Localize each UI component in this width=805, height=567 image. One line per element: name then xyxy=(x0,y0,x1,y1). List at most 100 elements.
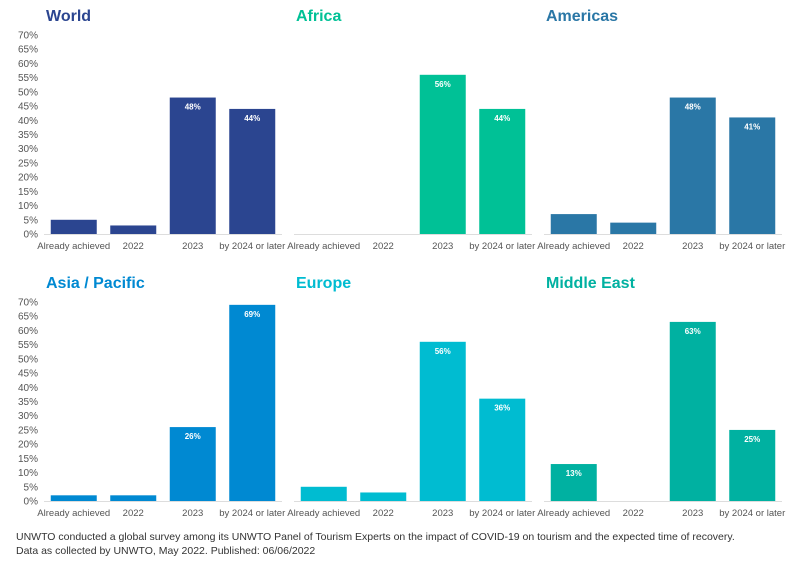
category-label: Already achieved xyxy=(287,241,360,252)
footnote-survey: UNWTO conducted a global survey among it… xyxy=(16,531,735,543)
y-tick-label: 45% xyxy=(18,102,38,113)
y-tick-label: 0% xyxy=(24,230,39,241)
footnote-source: Data as collected by UNWTO, May 2022. Pu… xyxy=(16,545,316,557)
y-tick-label: 5% xyxy=(24,482,39,493)
category-label: by 2024 or later xyxy=(469,241,535,252)
data-label: 48% xyxy=(185,103,201,112)
data-label: 56% xyxy=(435,347,451,356)
bar-americas-2023 xyxy=(669,97,716,235)
bar-asia-pacific-by-2024-or-later xyxy=(229,304,276,501)
y-tick-label: 15% xyxy=(18,454,38,465)
bar-asia-pacific-2023 xyxy=(169,427,216,501)
y-tick-label: 70% xyxy=(18,31,38,42)
chart-panel-europe: Europe Already achieved 2022 56% 2023 36% by 2… xyxy=(287,275,535,519)
chart-panel-world: World 0% 5% 10% 15% 20% 25% 30% 35% 40% 45% 50% 55% 6… xyxy=(18,8,285,252)
y-tick-label: 15% xyxy=(18,187,38,198)
chart-title-africa: Africa xyxy=(296,8,341,25)
data-label: 36% xyxy=(494,404,510,413)
category-label: 2022 xyxy=(123,241,144,252)
y-tick-label: 50% xyxy=(18,87,38,98)
category-label: by 2024 or later xyxy=(719,508,785,519)
category-label: 2022 xyxy=(623,241,644,252)
bar-africa-by-2024-or-later xyxy=(479,108,526,234)
regional-recovery-charts: World 0% 5% 10% 15% 20% 25% 30% 35% 40% 45% 50% 55% 6… xyxy=(18,8,785,519)
data-label: 26% xyxy=(185,432,201,441)
y-tick-label: 30% xyxy=(18,411,38,422)
category-label: Already achieved xyxy=(37,508,110,519)
category-label: by 2024 or later xyxy=(219,508,285,519)
bar-middle-east-2023 xyxy=(669,321,716,501)
y-tick-label: 55% xyxy=(18,340,38,351)
bar-world-by-2024-or-later xyxy=(229,108,276,234)
y-tick-label: 65% xyxy=(18,45,38,56)
y-tick-label: 60% xyxy=(18,326,38,337)
data-label: 25% xyxy=(744,435,760,444)
bar-europe-2023 xyxy=(419,341,466,501)
data-label: 41% xyxy=(744,122,760,131)
data-label: 56% xyxy=(435,80,451,89)
chart-title-asia-pacific: Asia / Pacific xyxy=(46,275,145,292)
y-tick-label: 25% xyxy=(18,425,38,436)
category-label: Already achieved xyxy=(287,508,360,519)
category-label: by 2024 or later xyxy=(219,241,285,252)
y-tick-label: 25% xyxy=(18,158,38,169)
chart-title-americas: Americas xyxy=(546,8,618,25)
data-label: 13% xyxy=(566,469,582,478)
y-tick-label: 40% xyxy=(18,116,38,127)
category-label: 2023 xyxy=(432,241,453,252)
y-tick-label: 40% xyxy=(18,383,38,394)
category-label: 2023 xyxy=(432,508,453,519)
bar-world-already-achieved xyxy=(50,219,97,234)
y-tick-label: 30% xyxy=(18,144,38,155)
bar-americas-already-achieved xyxy=(550,214,597,234)
y-tick-label: 10% xyxy=(18,468,38,479)
y-tick-label: 20% xyxy=(18,440,38,451)
category-label: by 2024 or later xyxy=(469,508,535,519)
chart-panel-asia-pacific: Asia / Pacific 0% 5% 10% 15% 20% 25% 30% 35% 40% 4… xyxy=(18,275,285,519)
chart-panel-americas: Americas Already achieved 2022 48% 2023 41% by… xyxy=(537,8,785,252)
y-tick-label: 45% xyxy=(18,369,38,380)
data-label: 48% xyxy=(685,103,701,112)
data-label: 69% xyxy=(244,310,260,319)
category-label: Already achieved xyxy=(537,508,610,519)
category-label: 2022 xyxy=(373,241,394,252)
bar-middle-east-by-2024-or-later xyxy=(729,429,776,501)
category-label: 2023 xyxy=(182,241,203,252)
bar-world-2023 xyxy=(169,97,216,235)
chart-panel-middle-east: Middle East 13% Already achieved 2022 63% 202… xyxy=(537,275,785,519)
bar-asia-pacific-already-achieved xyxy=(50,495,97,501)
category-label: 2023 xyxy=(182,508,203,519)
category-label: 2023 xyxy=(682,241,703,252)
category-label: Already achieved xyxy=(37,241,110,252)
data-label: 63% xyxy=(685,327,701,336)
y-tick-label: 35% xyxy=(18,397,38,408)
category-label: 2022 xyxy=(623,508,644,519)
y-tick-label: 0% xyxy=(24,497,39,508)
chart-title-world: World xyxy=(46,8,91,25)
data-label: 44% xyxy=(244,114,260,123)
category-label: Already achieved xyxy=(537,241,610,252)
category-label: 2022 xyxy=(123,508,144,519)
bar-europe-by-2024-or-later xyxy=(479,398,526,501)
y-tick-label: 70% xyxy=(18,298,38,309)
y-tick-label: 35% xyxy=(18,130,38,141)
chart-panel-africa: Africa Already achieved 2022 56% 2023 44% by 2… xyxy=(287,8,535,252)
y-tick-label: 10% xyxy=(18,201,38,212)
y-tick-label: 50% xyxy=(18,354,38,365)
category-label: 2022 xyxy=(373,508,394,519)
y-tick-label: 60% xyxy=(18,59,38,70)
y-tick-label: 5% xyxy=(24,215,39,226)
data-label: 44% xyxy=(494,114,510,123)
bar-americas-2022 xyxy=(610,222,657,234)
y-tick-label: 65% xyxy=(18,312,38,323)
bar-europe-2022 xyxy=(360,492,407,501)
bar-americas-by-2024-or-later xyxy=(729,117,776,234)
y-tick-label: 20% xyxy=(18,173,38,184)
bar-africa-2023 xyxy=(419,74,466,234)
bar-world-2022 xyxy=(110,225,157,234)
bar-middle-east-already-achieved xyxy=(550,464,597,501)
chart-title-middle-east: Middle East xyxy=(546,275,636,292)
category-label: 2023 xyxy=(682,508,703,519)
chart-title-europe: Europe xyxy=(296,275,351,292)
bar-asia-pacific-2022 xyxy=(110,495,157,501)
